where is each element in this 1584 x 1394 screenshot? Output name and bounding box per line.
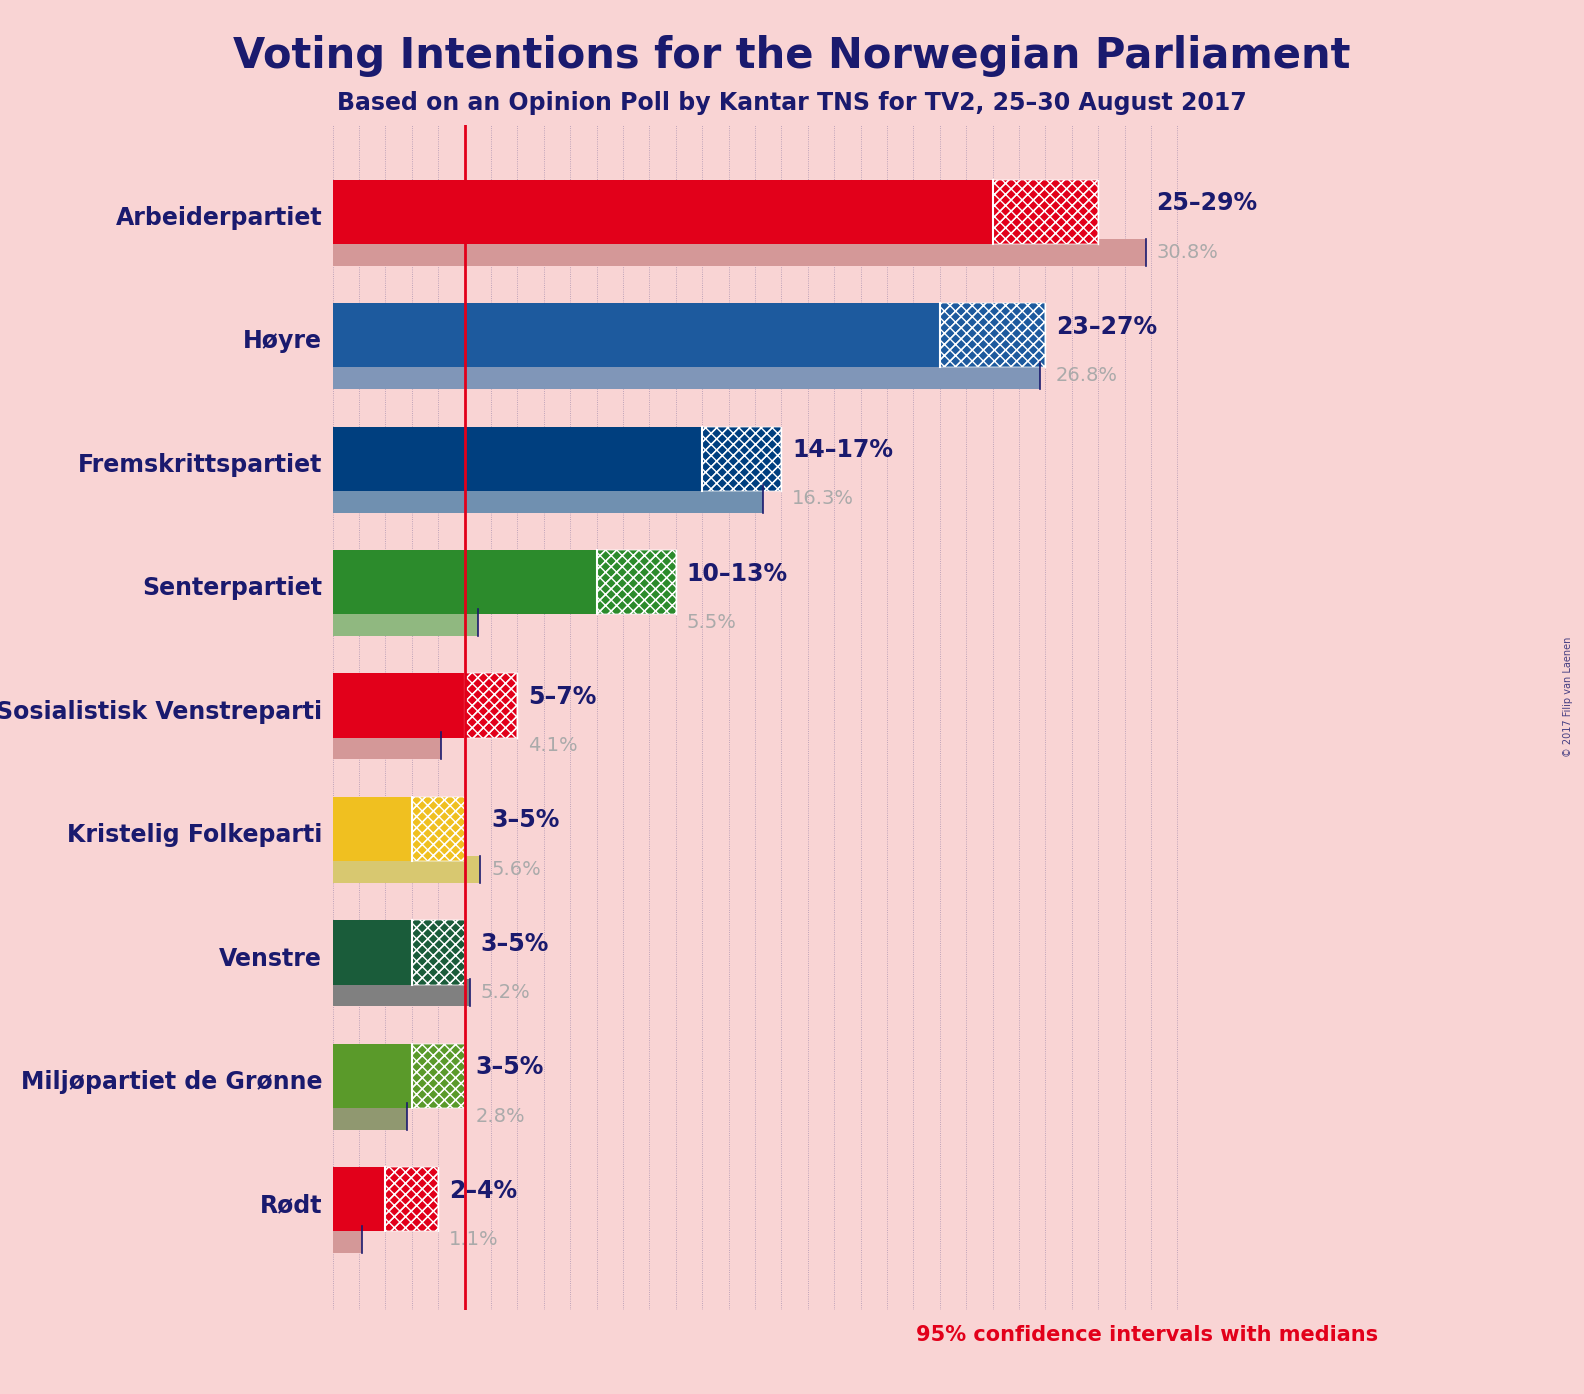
Text: © 2017 Filip van Laenen: © 2017 Filip van Laenen [1563,637,1573,757]
Text: Fremskrittspartiet: Fremskrittspartiet [78,453,322,477]
Text: Sosialistisk Venstreparti: Sosialistisk Venstreparti [0,700,322,723]
Text: Senterpartiet: Senterpartiet [143,576,322,601]
Text: 5.6%: 5.6% [491,860,540,878]
Bar [333,732,440,760]
Text: 2–4%: 2–4% [448,1179,516,1203]
Bar [464,673,518,737]
Bar [333,920,412,984]
Bar [333,1044,412,1108]
Bar [412,1044,464,1108]
Bar [333,551,597,615]
Text: 3–5%: 3–5% [491,809,559,832]
Bar [939,302,1045,368]
Bar [333,609,478,636]
Bar [993,180,1098,244]
Bar [412,797,464,861]
Text: Voting Intentions for the Norwegian Parliament: Voting Intentions for the Norwegian Parl… [233,35,1351,77]
Bar [939,302,1045,368]
Bar [333,485,763,513]
Bar [333,302,939,368]
Bar [333,856,480,882]
Text: Rødt: Rødt [260,1193,322,1217]
Bar [333,427,702,491]
Bar [412,1044,464,1108]
Bar [464,673,518,737]
Bar [333,1167,385,1231]
Text: 3–5%: 3–5% [475,1055,543,1079]
Text: Kristelig Folkeparti: Kristelig Folkeparti [67,824,322,848]
Text: 4.1%: 4.1% [527,736,578,756]
Text: 26.8%: 26.8% [1057,367,1118,385]
Bar [993,180,1098,244]
Text: 25–29%: 25–29% [1156,191,1258,215]
Text: 2.8%: 2.8% [475,1107,524,1125]
Text: Based on an Opinion Poll by Kantar TNS for TV2, 25–30 August 2017: Based on an Opinion Poll by Kantar TNS f… [337,91,1247,114]
Bar [702,427,781,491]
Bar [333,979,470,1006]
Bar [333,797,412,861]
Bar [333,1225,361,1253]
Bar [597,551,676,615]
Bar [385,1167,439,1231]
Text: 16.3%: 16.3% [792,489,854,509]
Text: 3–5%: 3–5% [480,931,548,956]
Bar [333,1103,407,1129]
Text: Arbeiderpartiet: Arbeiderpartiet [116,206,322,230]
Text: 5.5%: 5.5% [686,613,737,631]
Text: 10–13%: 10–13% [686,562,787,585]
Bar [333,362,1041,389]
Text: 14–17%: 14–17% [792,438,893,461]
Text: 1.1%: 1.1% [448,1230,499,1249]
Bar [385,1167,439,1231]
Text: 30.8%: 30.8% [1156,243,1218,262]
Bar [412,920,464,984]
Text: Venstre: Venstre [219,947,322,970]
Bar [702,427,781,491]
Bar [412,797,464,861]
Text: 95% confidence intervals with medians: 95% confidence intervals with medians [916,1326,1378,1345]
Bar [412,920,464,984]
Text: Høyre: Høyre [242,329,322,354]
Text: Miljøpartiet de Grønne: Miljøpartiet de Grønne [21,1071,322,1094]
Text: 5.2%: 5.2% [480,983,531,1002]
Text: 5–7%: 5–7% [527,684,596,710]
Bar [597,551,676,615]
Bar [333,673,464,737]
Bar [333,180,993,244]
Text: 23–27%: 23–27% [1057,315,1158,339]
Bar [333,238,1145,266]
